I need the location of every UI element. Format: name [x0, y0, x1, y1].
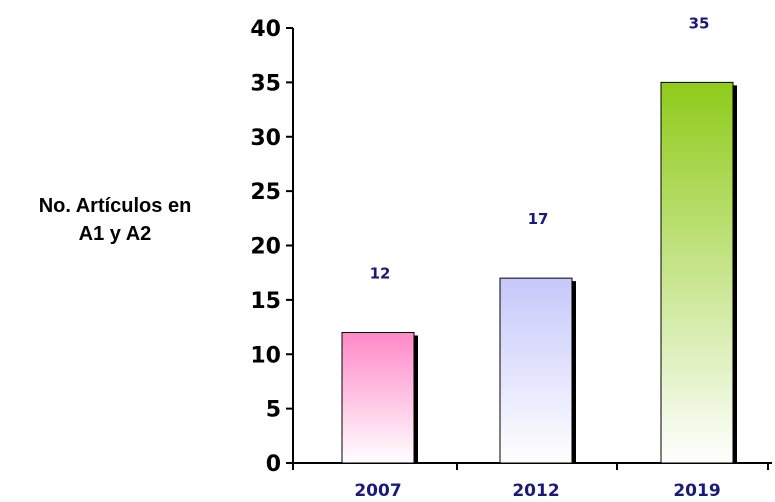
- x-tick-label: 2007: [354, 481, 401, 501]
- y-tick-label: 10: [250, 343, 281, 368]
- data-label: 12: [370, 265, 391, 283]
- data-label: 17: [528, 210, 549, 228]
- bar-2019: [660, 81, 734, 464]
- y-tick-label: 0: [266, 452, 281, 477]
- y-tick-label: 25: [250, 180, 281, 205]
- y-tick-label: 35: [250, 71, 281, 96]
- y-tick-label: 15: [250, 289, 281, 314]
- y-tick-label: 30: [250, 126, 281, 151]
- x-tick-label: 2019: [673, 481, 720, 501]
- y-axis-label-line-1: No. Artículos en: [38, 195, 192, 217]
- y-tick-label: 40: [250, 17, 281, 42]
- x-tick-label: 2012: [512, 481, 559, 501]
- bar-2007: [341, 332, 415, 464]
- bar-2012: [499, 277, 573, 464]
- y-axis-label-line-2: A1 y A2: [78, 223, 152, 245]
- y-tick-label: 5: [266, 398, 281, 423]
- y-tick-label: 20: [250, 235, 281, 260]
- data-label: 35: [689, 14, 710, 32]
- y-axis-label: No. Artículos en A1 y A2: [20, 192, 210, 248]
